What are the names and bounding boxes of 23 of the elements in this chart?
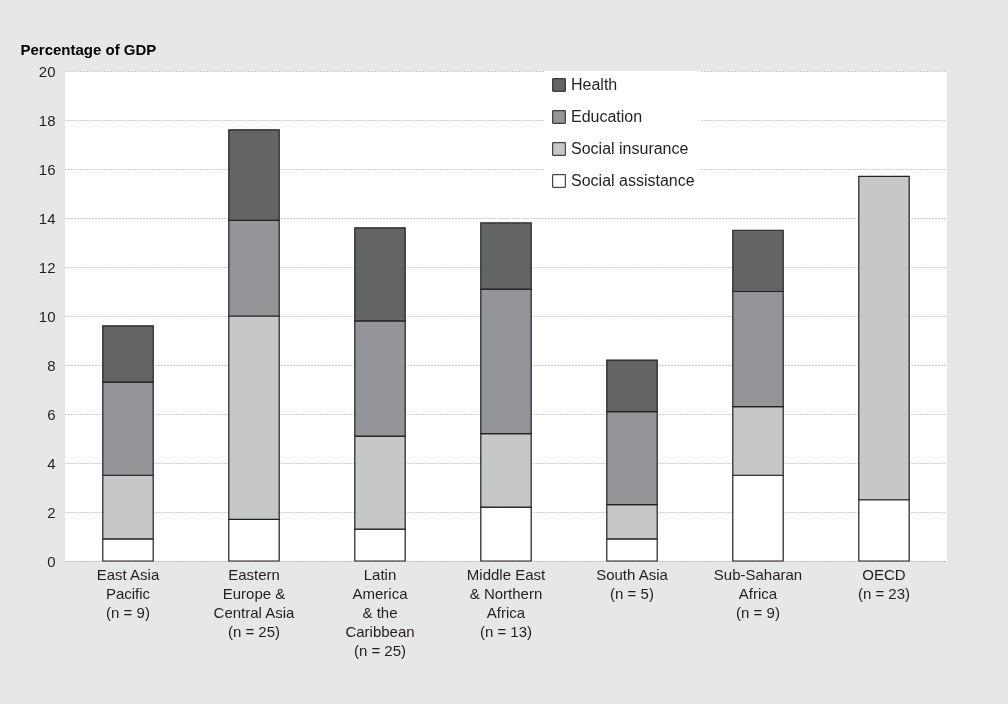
legend-label: Social insurance [571, 140, 689, 157]
x-tick-label: East Asia Pacific (n = 9) [96, 565, 160, 621]
y-tick-label: 0 [47, 552, 56, 570]
x-tick-label: South Asia (n = 5) [596, 565, 669, 602]
y-tick-label: 20 [38, 62, 56, 80]
y-tick-label: 18 [38, 111, 56, 129]
x-tick-label: OECD (n = 23) [857, 565, 911, 602]
y-tick-label: 8 [47, 356, 56, 374]
y-tick-label: 14 [38, 209, 56, 227]
y-tick-label: 12 [38, 258, 56, 276]
y-tick-label: 2 [47, 503, 56, 521]
y-tick-label: 10 [38, 307, 56, 325]
y-tick-label: 6 [47, 405, 56, 423]
legend-label: Social assistance [571, 172, 695, 189]
x-tick-label: Middle East & Northern Africa (n = 13) [466, 565, 547, 640]
x-tick-label: Sub-Saharan Africa (n = 9) [713, 565, 803, 621]
x-tick-label: Latin America & the Caribbean (n = 25) [345, 565, 415, 659]
y-tick-label: 4 [47, 454, 56, 472]
y-axis-title: Percentage of GDP [20, 40, 157, 58]
legend-label: Education [571, 108, 643, 125]
y-tick-label: 16 [38, 160, 56, 178]
x-tick-label: Eastern Europe & Central Asia (n = 25) [213, 565, 296, 640]
legend-label: Health [571, 76, 618, 93]
